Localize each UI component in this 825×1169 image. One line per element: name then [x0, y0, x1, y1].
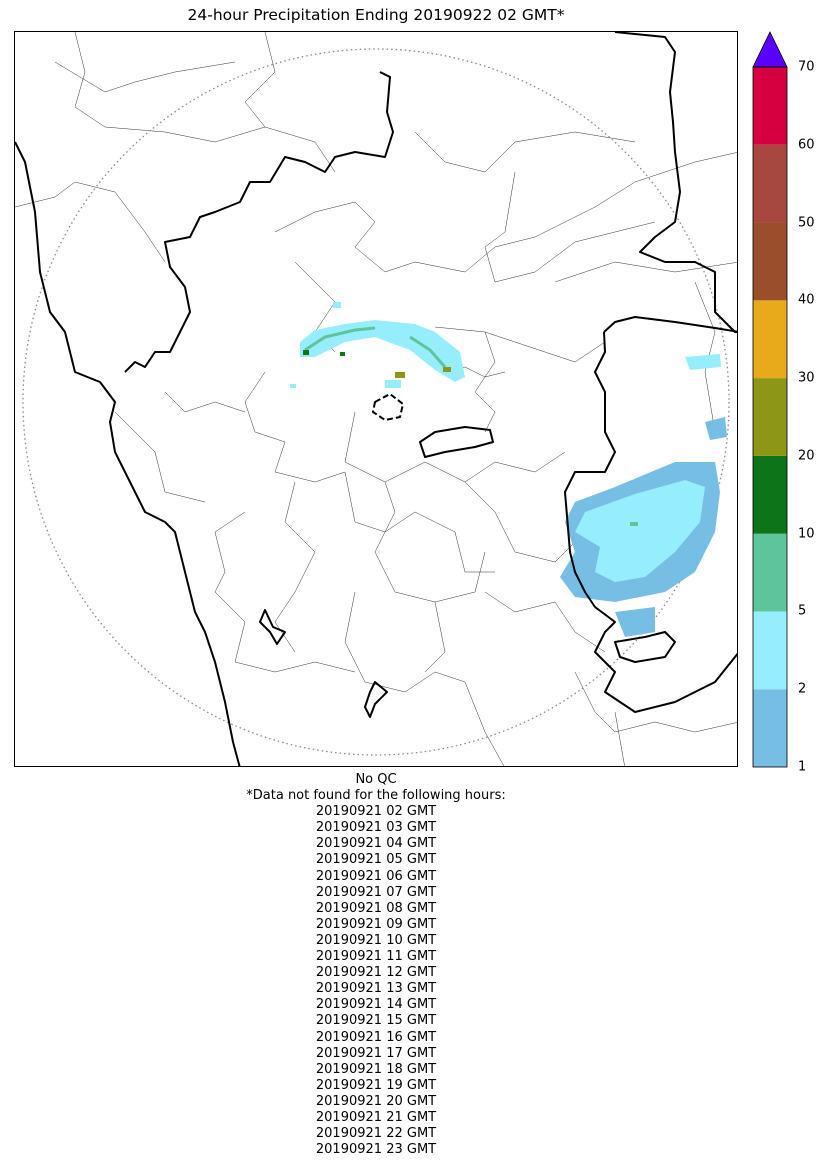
- missing-hour-item: 20190921 18 GMT: [315, 1061, 437, 1077]
- precipitation-north-band: [290, 302, 465, 388]
- missing-hour-item: 20190921 04 GMT: [315, 836, 437, 852]
- missing-data-header: *Data not found for the following hours:: [246, 788, 506, 804]
- colorbar-bin: [753, 689, 787, 767]
- missing-hour-item: 20190921 05 GMT: [315, 852, 437, 868]
- colorbar-tick-label: 20: [798, 448, 815, 464]
- missing-hour-item: 20190921 02 GMT: [315, 804, 437, 820]
- missing-hour-item: 20190921 14 GMT: [315, 997, 437, 1013]
- missing-hour-item: 20190921 22 GMT: [315, 1126, 437, 1142]
- missing-hour-item: 20190921 06 GMT: [315, 868, 437, 884]
- missing-hour-item: 20190921 12 GMT: [315, 965, 437, 981]
- precipitation-east: [560, 354, 727, 637]
- colorbar-bin: [753, 67, 787, 145]
- radar-range-ring: [22, 48, 730, 756]
- colorbar-bin: [753, 144, 787, 223]
- map-title: 24-hour Precipitation Ending 20190922 02…: [187, 6, 565, 24]
- colorbar-bin: [753, 533, 787, 612]
- missing-hour-item: 20190921 11 GMT: [315, 949, 437, 965]
- missing-hour-item: 20190921 20 GMT: [315, 1093, 437, 1109]
- colorbar-tick-label: 70: [798, 59, 815, 75]
- map-canvas: [15, 32, 737, 766]
- colorbar: [752, 31, 788, 768]
- colorbar-tick-label: 2: [798, 681, 807, 697]
- colorbar-tick-label: 50: [798, 215, 815, 231]
- district-boundaries: [15, 32, 737, 766]
- colorbar-tick-label: 1: [798, 759, 807, 775]
- missing-hour-item: 20190921 08 GMT: [315, 900, 437, 916]
- footnotes: No QC *Data not found for the following …: [14, 772, 738, 1158]
- precipitation-map: [14, 31, 738, 767]
- missing-hour-item: 20190921 13 GMT: [315, 981, 437, 997]
- missing-hour-item: 20190921 10 GMT: [315, 932, 437, 948]
- colorbar-tick-label: 10: [798, 526, 815, 542]
- colorbar-bin: [753, 378, 787, 456]
- state-boundaries: [15, 32, 737, 766]
- missing-hour-item: 20190921 17 GMT: [315, 1045, 437, 1061]
- colorbar-tick-label: 30: [798, 370, 815, 386]
- colorbar-bin: [753, 455, 787, 534]
- missing-hour-item: 20190921 16 GMT: [315, 1029, 437, 1045]
- missing-hour-item: 20190921 19 GMT: [315, 1077, 437, 1093]
- qc-note: No QC: [355, 772, 397, 787]
- colorbar-bin: [753, 611, 787, 690]
- missing-hour-item: 20190921 09 GMT: [315, 916, 437, 932]
- missing-hours-list: 20190921 02 GMT 20190921 03 GMT 20190921 0…: [14, 804, 738, 1158]
- colorbar-extend-triangle: [752, 31, 788, 68]
- colorbar-outline: [752, 66, 788, 768]
- missing-hour-item: 20190921 21 GMT: [315, 1109, 437, 1125]
- colorbar-bin: [753, 300, 787, 379]
- missing-hour-item: 20190921 15 GMT: [315, 1013, 437, 1029]
- colorbar-tick-label: 40: [798, 292, 815, 308]
- missing-hour-item: 20190921 03 GMT: [315, 820, 437, 836]
- colorbar-tick-label: 5: [798, 603, 807, 619]
- missing-hour-item: 20190921 07 GMT: [315, 884, 437, 900]
- missing-hour-item: 20190921 23 GMT: [315, 1142, 437, 1158]
- colorbar-bin: [753, 222, 787, 301]
- colorbar-tick-label: 60: [798, 137, 815, 153]
